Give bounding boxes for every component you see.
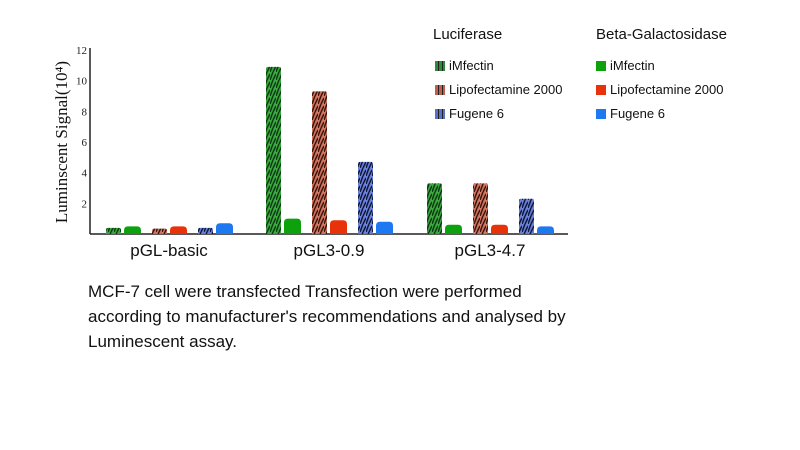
legend-item: iMfectin xyxy=(596,58,655,73)
x-tick-label: pGL3-0.9 xyxy=(294,241,365,260)
bar xyxy=(537,226,554,234)
bar xyxy=(473,183,488,234)
legend-label: iMfectin xyxy=(610,58,655,73)
bar xyxy=(284,218,301,234)
y-tick-label: 4 xyxy=(82,168,88,180)
y-axis-label: Luminscent Signal(10⁴) xyxy=(52,61,71,223)
legend-label: iMfectin xyxy=(449,58,494,73)
x-tick-label: pGL3-4.7 xyxy=(455,241,526,260)
legend-item: Fugene 6 xyxy=(435,106,504,121)
bar xyxy=(519,198,534,234)
bar xyxy=(216,223,233,234)
bar xyxy=(198,227,213,234)
legend-swatch xyxy=(596,60,606,71)
legend-label: Fugene 6 xyxy=(610,106,665,121)
legend-item: iMfectin xyxy=(435,58,494,73)
caption: MCF-7 cell were transfected Transfection… xyxy=(88,282,566,351)
legend-swatch xyxy=(435,108,445,119)
bar xyxy=(376,221,393,234)
y-tick-label: 12 xyxy=(76,45,87,57)
bar xyxy=(124,226,141,234)
y-tick-label: 10 xyxy=(76,76,88,88)
legend-title-beta-galactosidase: Beta-Galactosidase xyxy=(596,26,727,43)
bar xyxy=(358,161,373,234)
bar xyxy=(445,224,462,234)
legend-item: Lipofectamine 2000 xyxy=(596,82,723,97)
bar xyxy=(170,226,187,234)
bar xyxy=(266,66,281,234)
y-tick-label: 2 xyxy=(82,198,88,210)
legend-swatch xyxy=(435,60,445,71)
bar xyxy=(152,228,167,234)
legend-swatch xyxy=(596,84,606,95)
legend-label: Lipofectamine 2000 xyxy=(449,82,563,97)
bar xyxy=(312,91,327,235)
bar xyxy=(427,183,442,234)
legend-item: Lipofectamine 2000 xyxy=(435,82,562,97)
bar xyxy=(491,224,508,234)
legend-title-luciferase: Luciferase xyxy=(433,26,503,43)
legend-label: Lipofectamine 2000 xyxy=(610,82,724,97)
x-tick-label: pGL-basic xyxy=(130,241,208,260)
bar xyxy=(106,227,121,234)
bar xyxy=(330,220,347,234)
y-tick-label: 8 xyxy=(82,106,88,118)
y-tick-label: 6 xyxy=(82,137,88,149)
legend-swatch xyxy=(596,108,606,119)
legend-label: Fugene 6 xyxy=(449,106,504,121)
legend-item: Fugene 6 xyxy=(596,106,665,121)
legend-swatch xyxy=(435,84,445,95)
